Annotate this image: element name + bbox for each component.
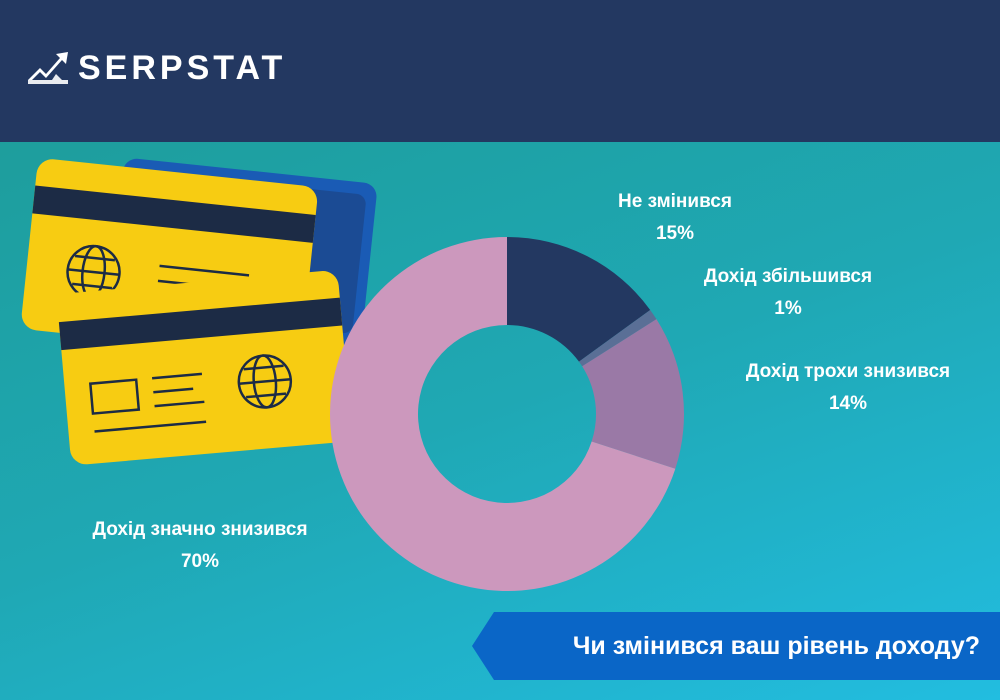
label-ne-zminyvsia: Не змінився 15%	[590, 186, 760, 250]
label-dokhid-zbilshyvsia: Дохід збільшився 1%	[678, 261, 898, 325]
slice-percent: 1%	[774, 298, 802, 319]
donut-slice-1	[507, 237, 651, 362]
donut-slice-4	[329, 237, 676, 591]
brand-name: SERPSTAT	[78, 48, 287, 87]
label-dokhid-trokhy-znyzyvsia: Дохід трохи знизився 14%	[718, 356, 978, 420]
slice-percent: 15%	[655, 223, 695, 244]
label-dokhid-znachno-znyzyvsia: Дохід значно знизився 70%	[62, 514, 338, 578]
serpstat-logo-icon	[28, 52, 68, 84]
chart-title: Чи змінився ваш рівень доходу?	[572, 631, 980, 660]
card-front	[57, 271, 352, 465]
globe-icon	[237, 354, 293, 409]
donut-slice-3	[582, 319, 684, 469]
serpstat-logo[interactable]: SERPSTAT	[26, 46, 286, 90]
banner-shape	[472, 612, 1000, 680]
slice-percent: 14%	[828, 393, 868, 414]
slice-label: Не змінився	[618, 191, 732, 212]
slice-label: Дохід збільшився	[703, 266, 873, 287]
header-bar: SERPSTAT	[0, 0, 1000, 142]
question-banner: Чи змінився ваш рівень доходу?	[472, 612, 1000, 680]
credit-card-illustration	[21, 158, 377, 465]
slice-label: Дохід трохи знизився	[745, 361, 951, 382]
slice-percent: 70%	[180, 551, 220, 572]
slice-label: Дохід значно знизився	[92, 519, 308, 540]
donut-slice-2	[579, 309, 657, 367]
